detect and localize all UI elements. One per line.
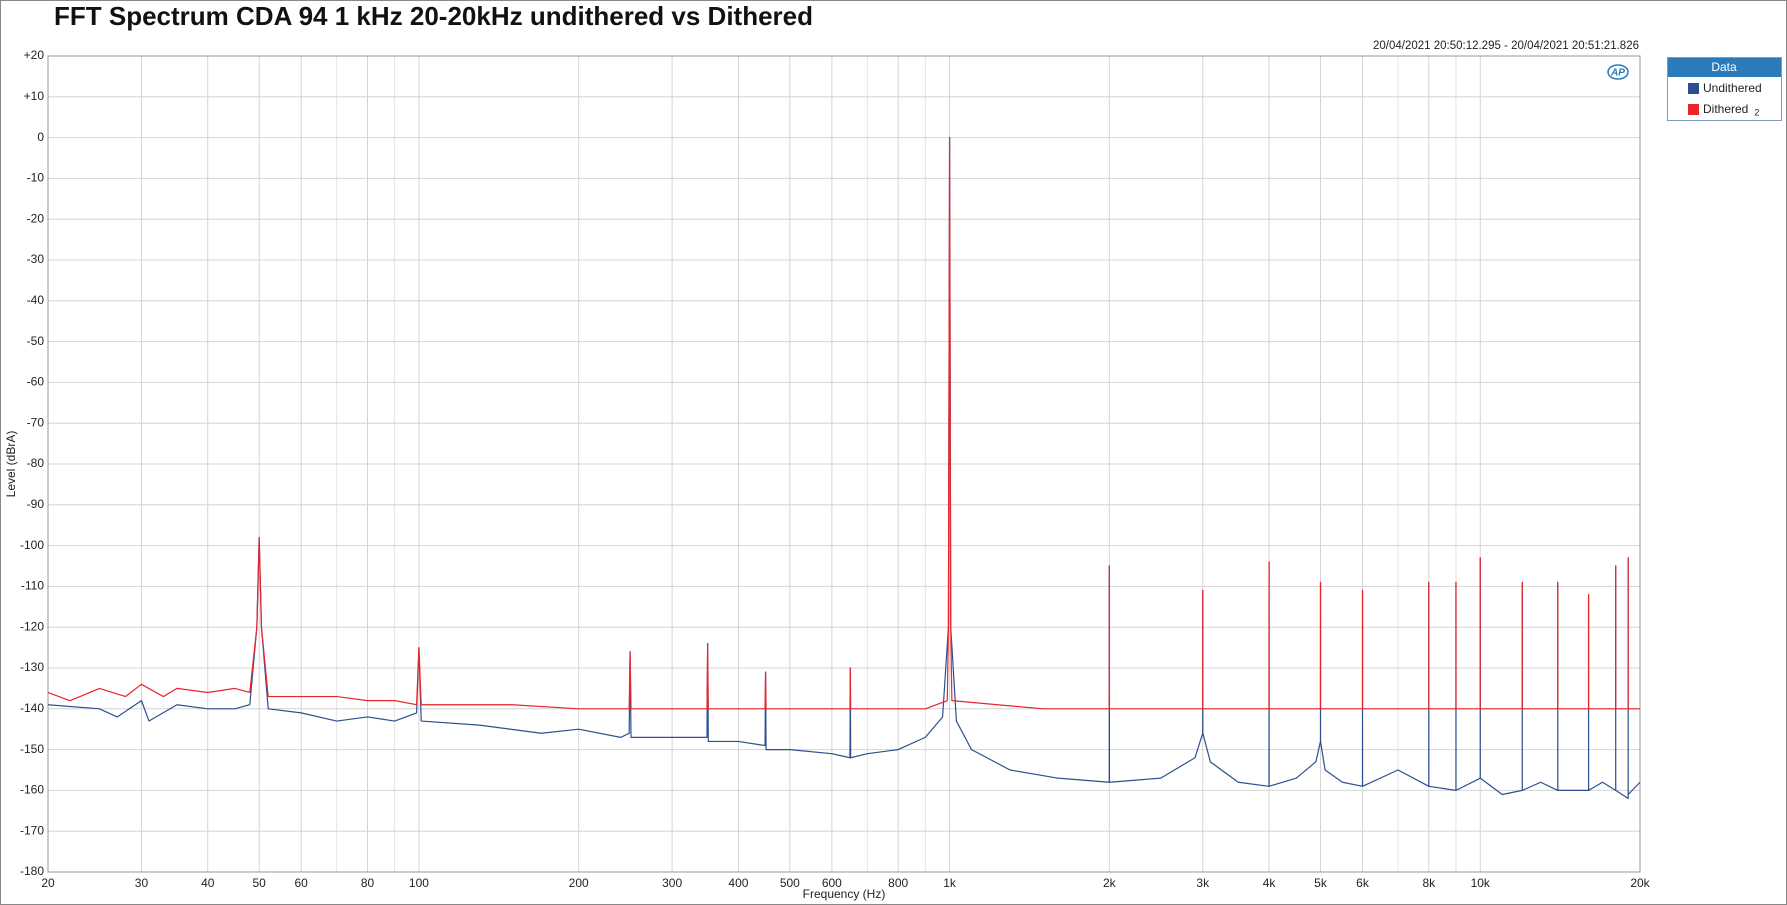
x-tick-label: 30 [135,876,149,890]
y-tick-label: -70 [27,415,45,429]
series-line [47,137,1640,710]
x-tick-label: 50 [252,876,266,890]
legend-swatch [1688,83,1699,94]
y-tick-label: -110 [21,579,44,593]
x-tick-label: 500 [780,876,800,890]
legend-label: Dithered [1703,102,1748,116]
y-tick-label: +10 [24,89,45,103]
timestamp: 20/04/2021 20:50:12.295 - 20/04/2021 20:… [1373,40,1639,52]
y-tick-label: -90 [27,497,45,511]
y-tick-label: -50 [27,334,45,348]
x-tick-label: 80 [361,876,375,890]
y-tick-label: -60 [27,375,45,389]
y-tick-label: -170 [20,823,44,837]
x-tick-label: 200 [569,876,589,890]
x-tick-label: 8k [1422,876,1436,890]
x-tick-label: 1k [943,876,957,890]
chart-title: FFT Spectrum CDA 94 1 kHz 20-20kHz undit… [54,1,813,31]
x-tick-label: 300 [662,876,682,890]
ap-logo: AP [1607,64,1629,80]
x-tick-label: 400 [728,876,748,890]
y-tick-label: -20 [27,211,45,225]
y-tick-label: 0 [37,130,44,144]
y-tick-label: +20 [24,48,45,62]
x-tick-label: 600 [822,876,842,890]
legend-label: Undithered [1703,81,1762,95]
x-tick-label: 4k [1263,876,1277,890]
svg-text:AP: AP [1610,68,1625,79]
x-tick-label: 2k [1103,876,1117,890]
y-tick-label: -180 [20,864,44,878]
y-tick-label: -30 [27,252,45,266]
legend: Data Undithered Dithered 2 [1667,57,1782,121]
x-tick-label: 5k [1314,876,1328,890]
y-axis-label: Level (dBrA) [4,431,18,498]
x-tick-label: 40 [201,876,215,890]
legend-index: 2 [1754,107,1759,117]
y-tick-label: -130 [20,660,44,674]
x-tick-label: 20k [1630,876,1650,890]
x-tick-label: 60 [295,876,309,890]
legend-header [1668,58,1781,77]
y-tick-label: -40 [27,293,45,307]
x-tick-label: 20 [41,876,55,890]
legend-swatch [1688,104,1699,115]
x-tick-label: 100 [409,876,429,890]
x-tick-label: 10k [1471,876,1491,890]
x-tick-label: 3k [1196,876,1210,890]
y-tick-label: -160 [20,783,44,797]
x-axis-label: Frequency (Hz) [803,887,886,901]
y-tick-label: -150 [20,742,44,756]
x-tick-label: 6k [1356,876,1370,890]
y-tick-label: -100 [20,538,44,552]
y-tick-label: -140 [20,701,44,715]
plot-border [47,55,1641,873]
y-tick-label: -120 [20,619,44,633]
y-tick-label: -80 [27,456,45,470]
x-tick-label: 800 [888,876,908,890]
y-tick-label: -10 [27,171,45,185]
legend-title: Data [1711,60,1737,74]
grid: 20 30 40 50 60 80 100 200 300 400 500 600 800 1k 2k 3k 4… [20,48,1651,890]
